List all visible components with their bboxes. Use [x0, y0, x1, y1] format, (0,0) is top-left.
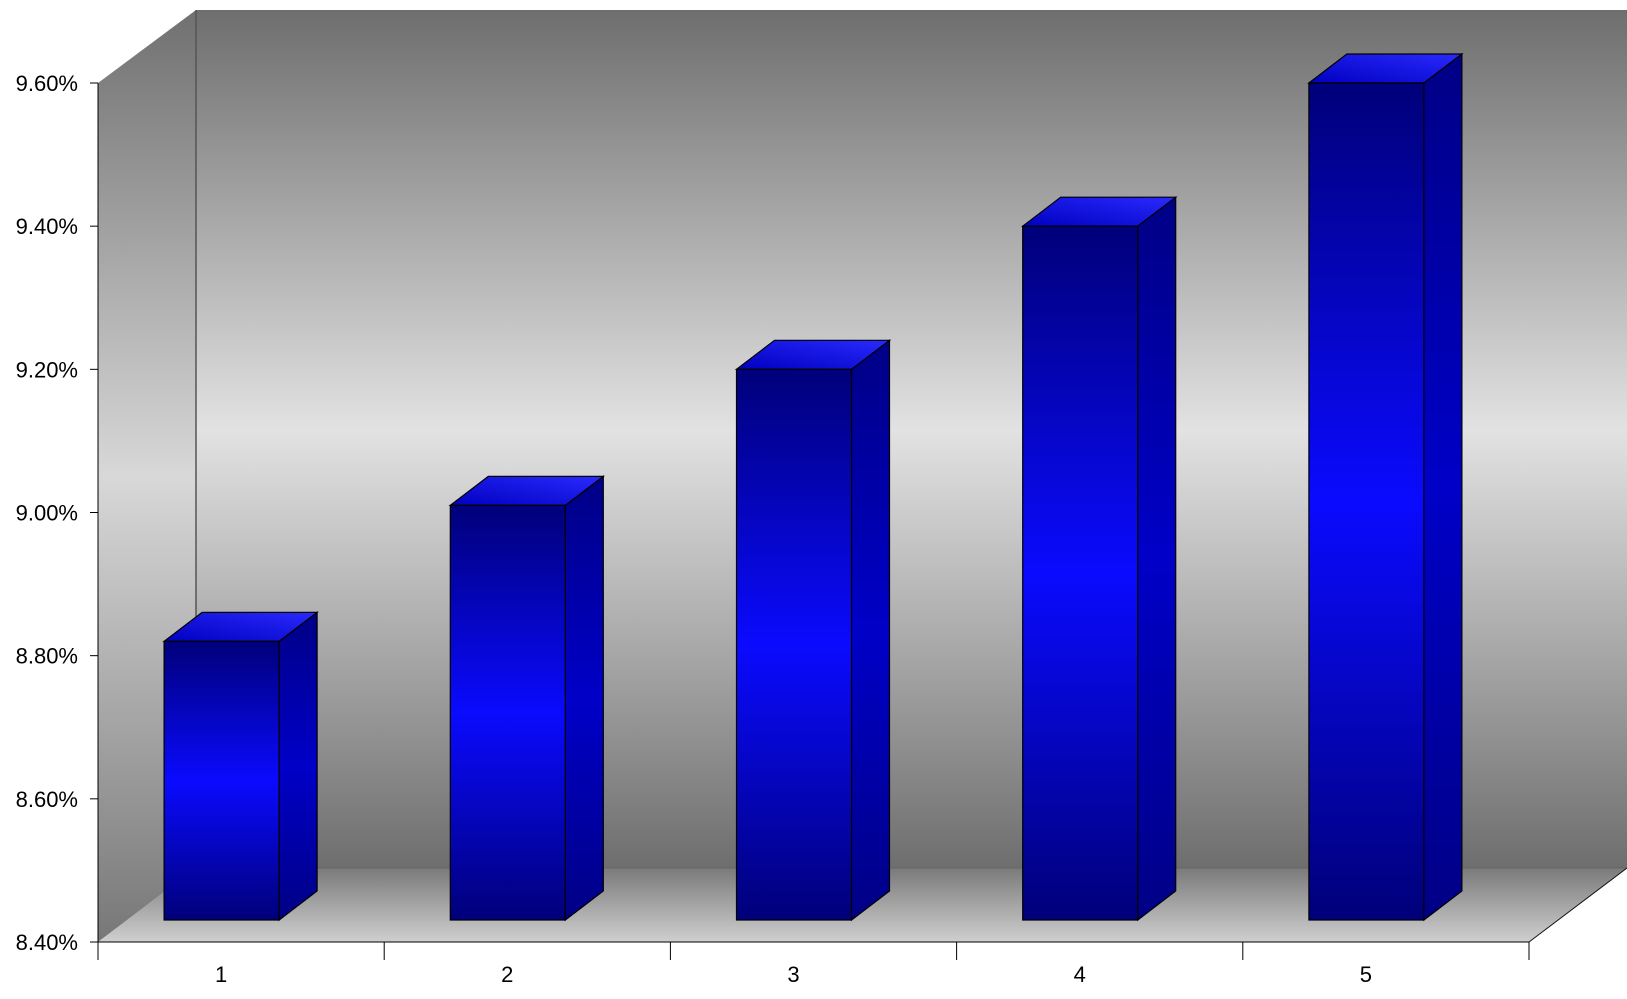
y-tick-label: 9.20%	[16, 357, 78, 382]
x-tick-label: 2	[501, 962, 513, 987]
wall-edge	[1528, 867, 1627, 943]
bars	[162, 52, 1464, 922]
bar-side	[850, 339, 891, 922]
x-tick-label: 3	[787, 962, 799, 987]
y-tick-label: 8.80%	[16, 644, 78, 669]
bar-front	[163, 640, 280, 921]
bar-front	[1308, 82, 1425, 921]
y-tick-label: 8.40%	[16, 930, 78, 955]
bar	[734, 339, 892, 922]
bar-side	[564, 475, 604, 922]
bar	[448, 475, 606, 922]
x-tick-label: 1	[215, 962, 227, 987]
bar-side	[278, 611, 318, 922]
x-tick-label: 5	[1360, 962, 1372, 987]
bar-side	[1423, 52, 1463, 922]
bar	[1020, 195, 1178, 922]
bar-front	[735, 368, 853, 921]
bar	[162, 611, 319, 922]
x-tick-label: 4	[1074, 962, 1086, 987]
x-axis-ticks: 1 2 3 4 5	[97, 942, 1530, 987]
bar	[1307, 52, 1464, 922]
y-tick-label: 9.60%	[16, 71, 78, 96]
bar-front	[1022, 225, 1139, 921]
y-tick-label: 9.00%	[16, 501, 78, 526]
y-tick-label: 8.60%	[16, 787, 78, 812]
bar-side	[1137, 195, 1177, 922]
bar-front	[449, 504, 566, 921]
y-tick-label: 9.40%	[16, 214, 78, 239]
y-axis-ticks: 8.40% 8.60% 8.80% 9.00% 9.20% 9.40% 9.60%	[16, 71, 98, 955]
